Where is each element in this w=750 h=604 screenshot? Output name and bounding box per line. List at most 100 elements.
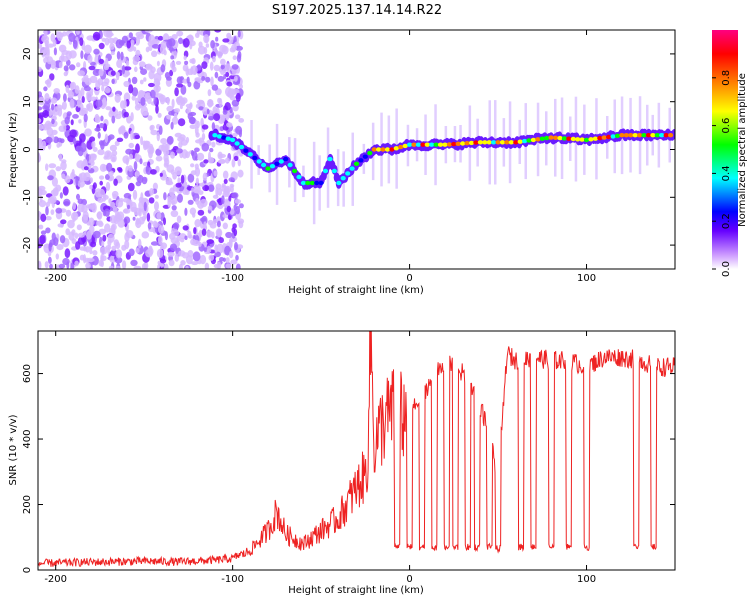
noise-blob [128,142,135,149]
noise-blob [83,113,88,123]
noise-blob [140,136,144,146]
noise-blob [199,182,205,187]
ridge-peak [243,148,249,153]
ridge-peak [623,133,629,138]
noise-blob [51,97,58,104]
noise-blob [157,35,164,41]
noise-blob [92,230,101,239]
snr-xlabel: Height of straight line (km) [288,585,424,596]
noise-blob [207,99,213,108]
noise-blob [38,224,44,230]
noise-blob [172,230,180,237]
noise-blob [209,147,214,153]
noise-blob [104,133,109,143]
noise-blob [99,122,105,129]
noise-blob [111,245,117,252]
noise-blob [51,118,55,125]
x-tick-label: 100 [577,574,596,585]
noise-blob [166,96,170,106]
noise-blob [154,194,159,199]
noise-blob [167,251,175,257]
ridge-peak [380,147,386,152]
noise-blob [82,158,88,167]
noise-blob [108,265,114,269]
noise-blob [193,80,201,90]
noise-blob [163,192,167,201]
noise-blob [56,244,64,251]
y-tick-label: 200 [22,495,33,514]
noise-blob [97,132,101,139]
noise-blob [106,162,113,172]
ridge-peak [561,136,568,141]
noise-blob [184,207,188,216]
noise-blob [79,37,84,46]
noise-blob [122,155,130,164]
noise-blob [233,204,237,211]
ridge-peak [468,140,475,146]
noise-blob [185,265,189,269]
ridge-peak [367,150,373,156]
ridge-peak [327,156,333,162]
noise-blob [76,224,82,231]
noise-blob [43,86,48,92]
noise-blob [115,39,124,49]
noise-blob [195,132,200,138]
ridge-peak [212,133,218,138]
noise-blob [230,259,238,265]
noise-blob [90,241,97,248]
noise-blob [178,250,186,257]
noise-blob [203,159,209,164]
noise-blob [180,84,187,95]
noise-blob [89,249,93,255]
ridge-peak [530,137,537,143]
ridge-peak [424,142,430,147]
ridge-peak [283,156,289,162]
ridge-peak [477,140,483,145]
noise-blob [40,230,47,235]
noise-blob [217,50,223,59]
noise-blob [225,86,232,97]
ridge-peak [583,137,590,143]
x-tick-label: -100 [221,574,244,585]
noise-blob [151,50,158,58]
noise-blob [126,40,131,49]
noise-blob [123,208,129,214]
noise-blob [91,255,99,266]
noise-blob [140,192,144,202]
ridge-peak [433,142,439,147]
noise-blob [72,39,78,49]
noise-blob [122,197,130,203]
noise-blob [104,78,110,85]
noise-blob [238,220,244,229]
noise-blob [112,106,116,112]
colorbar-label: Normalized spectral amplitude [737,73,748,227]
noise-blob [152,39,160,45]
noise-blob [181,149,188,159]
noise-blob [170,55,175,60]
noise-blob [140,97,146,106]
noise-blob [143,77,147,82]
noise-blob [83,172,91,182]
noise-blob [58,153,63,162]
ridge-peak [641,133,647,138]
noise-blob [222,170,229,180]
noise-blob [184,60,189,65]
noise-blob [52,187,59,197]
noise-blob [132,189,138,200]
ridge-peak [522,138,528,144]
noise-blob [194,167,201,177]
x-tick-label: -100 [221,273,244,284]
noise-blob [70,119,74,126]
noise-blob [153,96,157,105]
noise-blob [218,237,224,244]
noise-blob [194,163,199,170]
noise-blob [156,60,160,67]
noise-blob [206,108,210,115]
noise-blob [158,94,166,103]
noise-blob [228,250,234,259]
noise-blob [149,89,156,99]
noise-blob [145,63,153,70]
noise-blob [238,203,244,209]
ridge-peak [645,133,652,138]
noise-blob [224,102,231,111]
